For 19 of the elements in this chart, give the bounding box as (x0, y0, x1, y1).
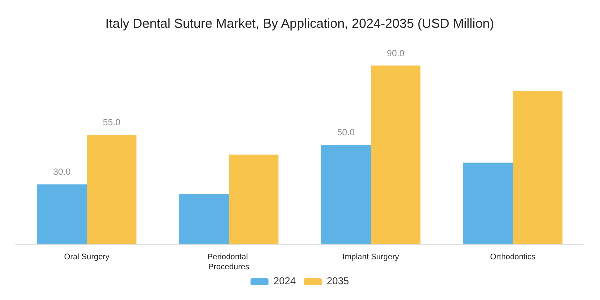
bar (371, 66, 421, 244)
chart-title: Italy Dental Suture Market, By Application, 2024-2035 (USD Million) (106, 16, 494, 31)
bar (37, 184, 87, 244)
x-tick-label: Periodontal Procedures (208, 252, 250, 272)
bar (179, 194, 229, 244)
data-label: 30.0 (53, 167, 71, 178)
data-label: 50.0 (337, 128, 355, 138)
bar (463, 162, 513, 244)
legend-label: 2035 (327, 276, 350, 288)
legend-label: 2024 (274, 276, 296, 288)
bar (229, 154, 279, 244)
data-label: 55.0 (103, 118, 121, 128)
bar (321, 145, 371, 244)
bar (513, 92, 563, 244)
x-tick-label: Implant Surgery (342, 252, 400, 262)
bar (87, 135, 137, 244)
x-tick-label: Orthodontics (490, 252, 536, 262)
data-label: 90.0 (387, 48, 405, 58)
x-tick-label: Oral Surgery (64, 252, 110, 262)
